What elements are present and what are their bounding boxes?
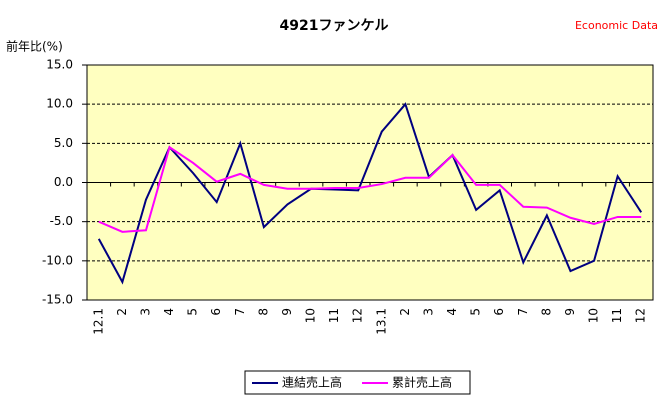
y-tick-label: -5.0 xyxy=(50,214,73,228)
x-tick-label: 2 xyxy=(115,308,129,316)
x-tick-label: 10 xyxy=(304,308,318,323)
x-tick-label: 5 xyxy=(186,308,200,316)
x-tick-label: 10 xyxy=(587,308,601,323)
x-tick-label: 4 xyxy=(162,308,176,316)
x-tick-label: 8 xyxy=(256,308,270,316)
y-tick-label: 5.0 xyxy=(54,136,73,150)
series-line xyxy=(97,102,643,285)
x-tick-label: 4 xyxy=(445,308,459,316)
legend-box xyxy=(244,370,471,395)
x-tick-label: 3 xyxy=(421,308,435,316)
y-tick-label: -10.0 xyxy=(42,253,73,267)
chart-title: 4921ファンケル xyxy=(280,18,389,34)
x-tick-label: 6 xyxy=(492,308,506,316)
y-tick-label: 0.0 xyxy=(54,175,73,189)
series-line xyxy=(98,145,642,233)
x-tick-label: 11 xyxy=(610,308,624,323)
x-tick-label: 8 xyxy=(539,308,553,316)
x-tick-label: 6 xyxy=(209,308,223,316)
x-tick-label: 11 xyxy=(327,308,341,323)
x-tick-label: 9 xyxy=(563,308,577,316)
y-tick-label: 10.0 xyxy=(46,97,73,111)
x-tick-label: 7 xyxy=(233,308,247,316)
y-tick-label: -15.0 xyxy=(42,293,73,307)
y-tick-label: 15.0 xyxy=(46,58,73,72)
legend-label: 連結売上高 xyxy=(282,375,342,390)
x-tick-label: 3 xyxy=(138,308,152,316)
x-tick-label: 7 xyxy=(516,308,530,316)
y-axis-label: 前年比(%) xyxy=(6,39,63,54)
x-tick-label: 13.1 xyxy=(374,308,388,335)
annotation: Economic Data xyxy=(575,19,658,32)
x-tick-label: 2 xyxy=(398,308,412,316)
x-tick-label: 5 xyxy=(469,308,483,316)
legend: 連結売上高 累計売上高 xyxy=(244,370,471,395)
x-tick-label: 9 xyxy=(280,308,294,316)
x-tick-label: 12 xyxy=(351,308,365,323)
x-tick-label: 12.1 xyxy=(91,308,105,335)
x-tick-label: 12 xyxy=(634,308,648,323)
legend-label: 累計売上高 xyxy=(392,375,452,390)
